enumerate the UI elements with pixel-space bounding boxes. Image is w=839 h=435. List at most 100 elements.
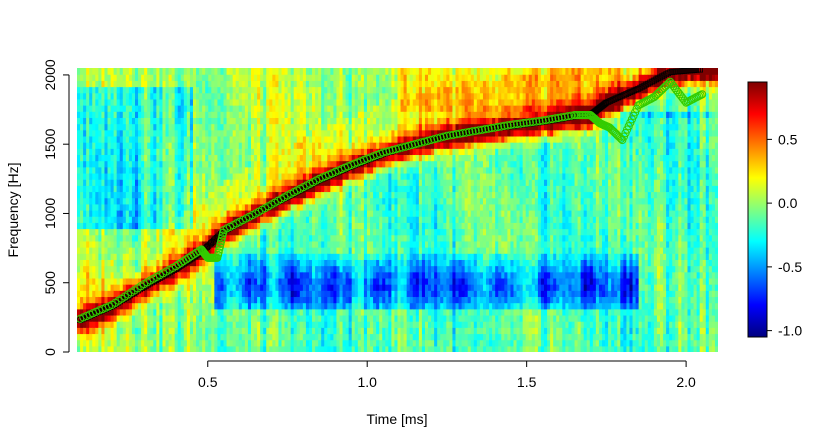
heatmap-cell (165, 172, 170, 180)
heatmap-cell (92, 216, 96, 223)
heatmap-cell (229, 210, 234, 217)
heatmap-cell (214, 216, 219, 223)
heatmap-cell (348, 308, 353, 316)
heatmap-cell (211, 203, 215, 211)
heatmap-cell (186, 129, 191, 137)
heatmap-cell (226, 111, 231, 118)
heatmap-cell (220, 197, 225, 205)
heatmap-cell (296, 216, 301, 223)
heatmap-cell (370, 197, 374, 205)
heatmap-cell (168, 129, 173, 137)
heatmap-cell (345, 191, 350, 199)
heatmap-cell (168, 142, 173, 149)
heatmap-cell (363, 68, 368, 75)
heatmap-cell (202, 222, 206, 230)
heatmap-cell (162, 185, 167, 193)
heatmap-cell (174, 216, 179, 223)
heatmap-cell (269, 345, 273, 352)
heatmap-cell (235, 154, 240, 162)
heatmap-cell (86, 277, 90, 285)
heatmap-cell (144, 259, 148, 267)
heatmap-cell (247, 86, 252, 94)
heatmap-cell (315, 296, 319, 304)
heatmap-cell (180, 117, 185, 125)
heatmap-cell (128, 74, 133, 81)
heatmap-cell (171, 234, 176, 242)
heatmap-cell (327, 302, 331, 310)
heatmap-cell (305, 271, 310, 279)
heatmap-cell (95, 148, 99, 156)
heatmap-cell (131, 123, 136, 131)
heatmap-cell (208, 247, 212, 254)
heatmap-cell (272, 210, 276, 217)
heatmap-cell (382, 166, 386, 174)
heatmap-cell (299, 284, 304, 291)
heatmap-cell (113, 135, 118, 143)
heatmap-cell (357, 271, 362, 279)
heatmap-cell (394, 302, 399, 310)
heatmap-cell (116, 321, 121, 328)
heatmap-cell (266, 253, 270, 260)
heatmap-cell (266, 339, 270, 347)
heatmap-cell (250, 333, 255, 341)
heatmap-cell (232, 247, 237, 254)
heatmap-cell (113, 271, 118, 279)
heatmap-cell (83, 345, 87, 352)
heatmap-cell (318, 117, 322, 125)
heatmap-cell (254, 160, 258, 168)
heatmap-cell (284, 290, 289, 298)
heatmap-cell (327, 166, 331, 174)
heatmap-cell (80, 80, 84, 88)
heatmap-cell (150, 253, 154, 260)
heatmap-cell (214, 345, 219, 352)
heatmap-cell (275, 333, 280, 341)
heatmap-cell (379, 210, 383, 217)
heatmap-cell (278, 111, 283, 118)
heatmap-cell (376, 327, 380, 335)
heatmap-cell (379, 265, 383, 273)
heatmap-cell (177, 210, 182, 217)
heatmap-cell (223, 191, 228, 199)
heatmap-cell (156, 105, 161, 112)
heatmap-cell (260, 240, 264, 248)
heatmap-cell (202, 284, 206, 291)
heatmap-cell (122, 345, 127, 352)
heatmap-cell (321, 240, 325, 248)
heatmap-cell (315, 234, 319, 242)
heatmap-cell (183, 240, 188, 248)
heatmap-cell (119, 166, 124, 174)
heatmap-cell (77, 247, 81, 254)
heatmap-cell (382, 333, 386, 341)
heatmap-cell (269, 98, 273, 106)
heatmap-cell (333, 142, 338, 149)
heatmap-cell (324, 222, 328, 230)
heatmap-cell (275, 74, 280, 81)
heatmap-cell (174, 222, 179, 230)
heatmap-cell (250, 234, 255, 242)
heatmap-cell (342, 129, 347, 137)
heatmap-cell (192, 154, 197, 162)
heatmap-cell (351, 80, 356, 88)
heatmap-cell (208, 160, 212, 168)
heatmap-cell (250, 327, 255, 335)
heatmap-cell (238, 321, 243, 328)
heatmap-cell (153, 142, 157, 149)
heatmap-cell (312, 74, 316, 81)
heatmap-cell (403, 228, 408, 236)
heatmap-cell (113, 277, 118, 285)
heatmap-cell (376, 308, 380, 316)
heatmap-cell (125, 308, 130, 316)
heatmap-cell (92, 210, 96, 217)
heatmap-cell (293, 98, 298, 106)
heatmap-cell (269, 86, 273, 94)
heatmap-cell (345, 265, 350, 273)
heatmap-cell (183, 166, 188, 174)
heatmap-cell (287, 135, 292, 143)
heatmap-cell (110, 80, 115, 88)
heatmap-cell (89, 345, 93, 352)
heatmap-cell (241, 314, 246, 322)
heatmap-cell (290, 68, 295, 75)
heatmap-cell (86, 135, 90, 143)
heatmap-cell (220, 80, 225, 88)
